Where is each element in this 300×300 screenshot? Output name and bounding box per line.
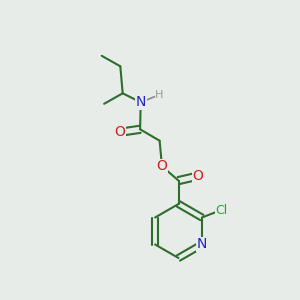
Text: H: H — [155, 90, 164, 100]
Text: O: O — [193, 169, 203, 183]
Text: O: O — [157, 159, 167, 173]
Text: N: N — [136, 95, 146, 109]
Text: N: N — [197, 238, 207, 251]
Text: Cl: Cl — [215, 203, 227, 217]
Text: O: O — [114, 125, 125, 139]
